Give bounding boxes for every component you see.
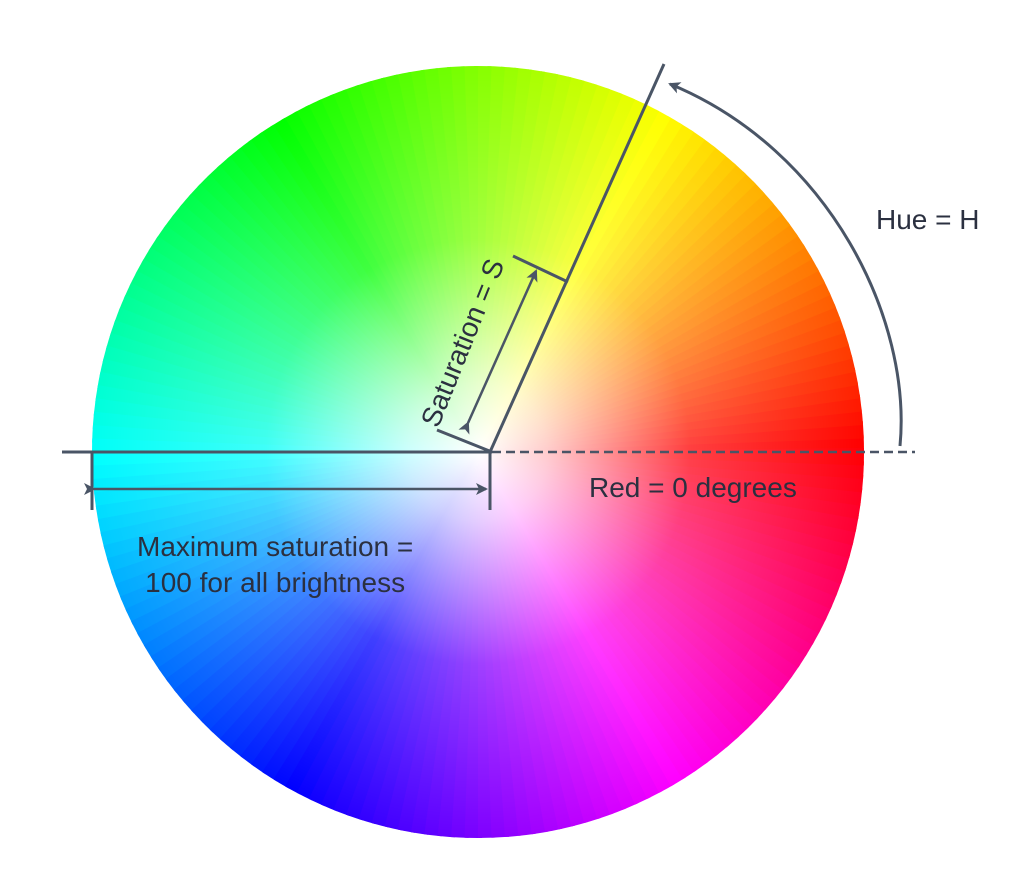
hue-label: Hue = H xyxy=(876,204,980,235)
max-saturation-label-line1: Maximum saturation = xyxy=(137,531,414,562)
saturation-arrow xyxy=(458,269,538,435)
saturation-tick-outer xyxy=(512,254,569,284)
saturation-tick-inner xyxy=(436,428,493,454)
hue-arc-arrow xyxy=(668,82,903,447)
color-wheel xyxy=(92,66,864,838)
max-saturation-label: Maximum saturation = 100 for all brightn… xyxy=(137,529,413,601)
red-zero-degrees-label: Red = 0 degrees xyxy=(589,472,797,503)
max-saturation-label-line2: 100 for all brightness xyxy=(145,567,406,598)
